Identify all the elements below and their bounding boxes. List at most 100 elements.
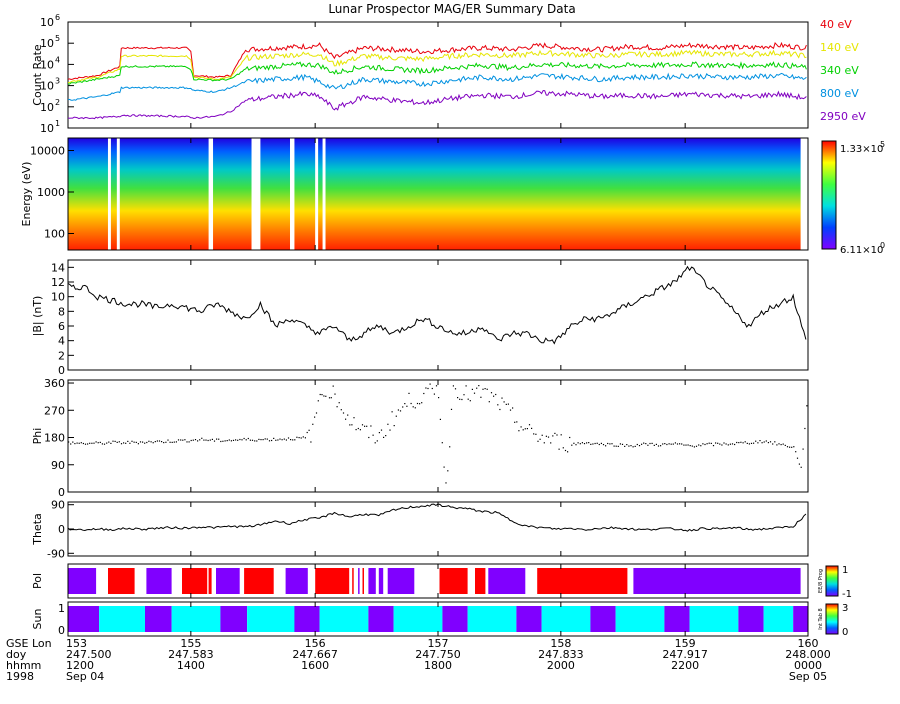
- phi-point: [463, 394, 465, 396]
- phi-point: [562, 447, 564, 449]
- phi-point: [740, 441, 742, 443]
- phi-point: [281, 439, 283, 441]
- phi-point: [632, 446, 634, 448]
- phi-point: [387, 423, 389, 425]
- sun-segment-0: [68, 606, 100, 632]
- phi-point: [268, 440, 271, 442]
- phi-point: [154, 441, 156, 443]
- sun-segment-14: [590, 606, 616, 632]
- phi-point: [541, 434, 543, 436]
- phi-point: [609, 443, 611, 445]
- phi-point: [364, 425, 366, 427]
- phi-point: [378, 432, 380, 434]
- xaxis-row-label-1: doy: [6, 648, 27, 661]
- phi-point: [554, 432, 556, 434]
- phi-point: [567, 451, 569, 453]
- phi-point: [72, 441, 74, 443]
- sun-segment-9: [393, 606, 443, 632]
- phi-point: [531, 427, 533, 429]
- sun-segment-5: [247, 606, 295, 632]
- phi-point: [222, 440, 224, 442]
- phi-point: [171, 441, 173, 443]
- phi-point: [385, 435, 387, 437]
- sun-segment-2: [145, 606, 172, 632]
- phi-point: [258, 438, 260, 440]
- phi-point: [201, 437, 203, 439]
- phi-point: [254, 440, 256, 442]
- phi-point: [101, 443, 103, 445]
- phi-point: [518, 430, 520, 432]
- phi-ytick-label-1: 90: [51, 459, 65, 472]
- phi-point: [691, 445, 693, 447]
- phi-point: [349, 424, 351, 426]
- phi-point: [742, 442, 744, 444]
- phi-point: [245, 439, 247, 441]
- phi-point: [469, 400, 471, 402]
- phi-point: [294, 439, 296, 441]
- phi-point: [89, 442, 91, 444]
- xaxis-row-label-0: GSE Lon: [6, 637, 52, 650]
- sun-segment-4: [220, 606, 247, 632]
- phi-frame: [67, 379, 809, 493]
- phi-point: [127, 440, 129, 442]
- phi-point: [645, 443, 647, 445]
- spectrogram-gap-4: [290, 138, 295, 250]
- phi-point: [708, 442, 710, 444]
- phi-point: [804, 427, 806, 430]
- phi-point: [156, 440, 158, 442]
- phi-point: [139, 441, 142, 443]
- phi-point: [586, 442, 588, 444]
- phi-point: [165, 441, 167, 443]
- phi-point: [636, 443, 638, 446]
- phi-point: [607, 442, 609, 445]
- phi-point: [657, 445, 660, 447]
- phi-point: [353, 417, 355, 419]
- phi-point: [372, 434, 374, 436]
- phi-point: [624, 445, 626, 447]
- phi-point: [598, 443, 600, 446]
- phi-point: [271, 439, 273, 442]
- phi-point: [452, 385, 454, 387]
- phi-point: [802, 448, 804, 450]
- pol-segment-5: [216, 568, 240, 594]
- sun-segment-17: [689, 606, 739, 632]
- xaxis-lon-1: 155: [180, 637, 201, 650]
- pol-segment-12: [368, 568, 376, 594]
- phi-point: [588, 442, 590, 444]
- series-line-140-eV: [67, 49, 807, 84]
- phi-point: [133, 441, 135, 443]
- phi-point: [560, 434, 562, 436]
- pol-segment-6: [244, 568, 274, 594]
- phi-point: [806, 405, 808, 407]
- xaxis-date-0: Sep 04: [66, 670, 104, 683]
- phi-point: [425, 387, 427, 389]
- phi-point: [778, 443, 780, 445]
- phi-point: [123, 442, 125, 444]
- spectrogram-gap-6: [322, 138, 326, 250]
- phi-point: [761, 442, 763, 444]
- energy-colorbar-max: 1.33×10: [840, 144, 883, 155]
- xaxis-lon-0: 153: [66, 637, 87, 650]
- count-rate-ytick-exp-5: 6: [55, 13, 60, 22]
- phi-point: [748, 443, 750, 445]
- sun-colorbar-max: 3: [842, 603, 848, 614]
- pol-segment-1: [108, 568, 135, 594]
- phi-point: [334, 393, 336, 395]
- phi-point: [410, 402, 412, 405]
- phi-point: [283, 438, 285, 440]
- phi-point: [256, 440, 258, 442]
- phi-point: [351, 424, 353, 426]
- xaxis-lon-6: 160: [798, 637, 819, 650]
- sun-segment-15: [615, 606, 665, 632]
- phi-point: [285, 439, 287, 441]
- phi-point: [182, 439, 184, 441]
- phi-point: [180, 439, 182, 441]
- theta-ytick-label-2: 90: [51, 499, 65, 512]
- sun-ytick-label-0: 0: [58, 624, 65, 637]
- spectrogram-gap-1: [116, 138, 120, 250]
- phi-point: [321, 394, 323, 396]
- phi-point: [653, 444, 655, 446]
- phi-point: [177, 439, 180, 441]
- xaxis-lon-2: 156: [305, 637, 326, 650]
